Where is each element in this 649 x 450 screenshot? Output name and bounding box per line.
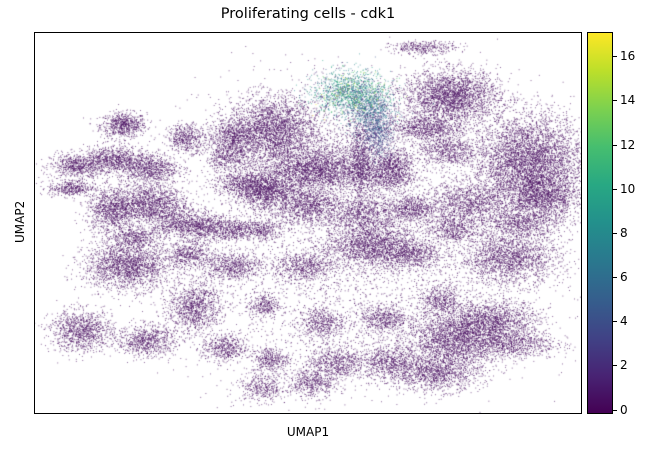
x-axis-label: UMAP1 [286,425,330,439]
colorbar-tick-label: 8 [620,225,628,240]
colorbar-tick-label: 0 [620,402,628,417]
colorbar-tick [613,144,617,146]
colorbar-tick-label: 6 [620,270,628,285]
colorbar-tick [613,409,617,411]
colorbar-tick [613,321,617,323]
colorbar-tick [613,365,617,367]
colorbar-tick [613,232,617,234]
colorbar-tick-label: 12 [620,137,636,152]
colorbar [587,32,613,414]
colorbar-tick-label: 16 [620,49,636,64]
colorbar-tick-label: 4 [620,314,628,329]
umap-scatter-points [35,33,581,413]
colorbar-tick-label: 10 [620,181,636,196]
colorbar-ticks: 0 2 4 6 8 10 12 14 16 [613,32,649,417]
colorbar-tick-label: 2 [620,358,628,373]
colorbar-tick [613,100,617,102]
plot-area [34,32,582,414]
chart-title: Proliferating cells - cdk1 [220,6,396,22]
y-axis-label: UMAP2 [13,200,27,243]
colorbar-tick [613,188,617,190]
colorbar-tick [613,277,617,279]
colorbar-tick-label: 14 [620,93,636,108]
colorbar-tick [613,56,617,58]
